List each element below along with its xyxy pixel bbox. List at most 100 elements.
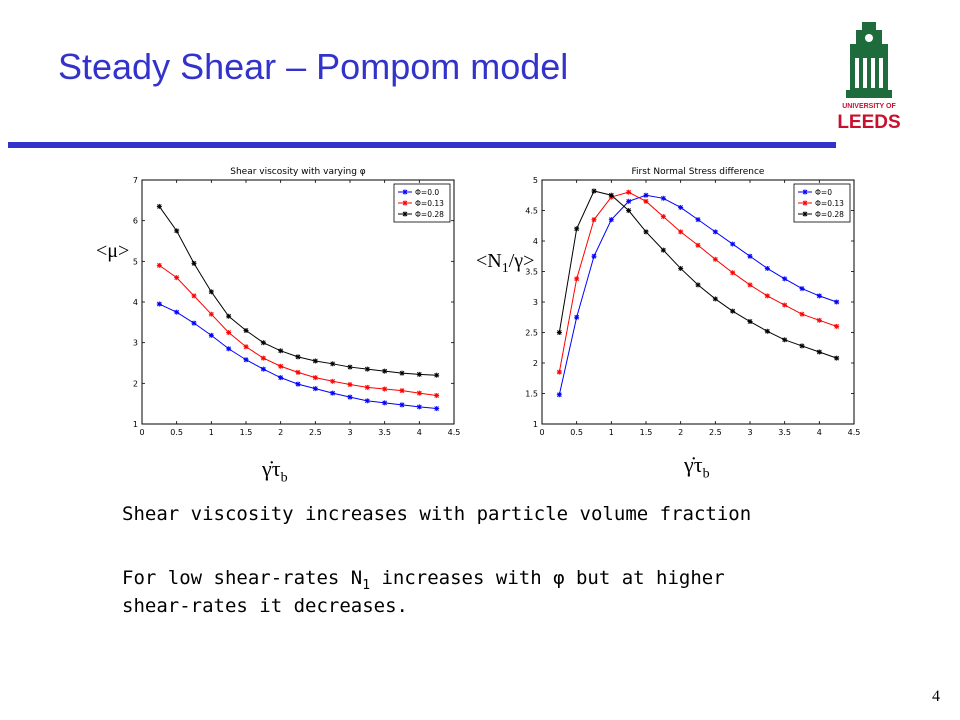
- marker-d2: [764, 293, 770, 299]
- data-point: [816, 293, 822, 299]
- data-point: [834, 355, 840, 361]
- marker-d2: [208, 332, 214, 338]
- university-logo: UNIVERSITY OF LEEDS: [838, 20, 900, 136]
- data-point: [243, 327, 249, 333]
- y-tick-label: 6: [133, 217, 138, 226]
- shear-viscosity-chart: Shear viscosity with varying φ 0 0.5 1 1.5 2 2…: [133, 167, 460, 437]
- marker-d2: [626, 189, 632, 195]
- marker-d2: [226, 313, 232, 319]
- marker-d2: [312, 375, 318, 380]
- marker-d2: [382, 400, 388, 406]
- marker-d2: [556, 330, 562, 335]
- marker-d2: [799, 311, 805, 317]
- marker-d2: [695, 217, 701, 223]
- data-point: [660, 195, 666, 201]
- data-point: [556, 330, 562, 335]
- marker-d2: [295, 354, 301, 360]
- marker-d2: [260, 355, 266, 361]
- marker-d2: [816, 293, 822, 299]
- x-tick-label: 0.5: [170, 428, 183, 437]
- marker-d2: [347, 364, 353, 370]
- marker-d2: [226, 330, 232, 335]
- data-point: [208, 289, 214, 295]
- data-point: [330, 390, 336, 396]
- data-point: [156, 203, 162, 209]
- data-point: [174, 309, 180, 315]
- data-point: [695, 217, 701, 223]
- marker-d2: [764, 266, 770, 271]
- y-tick-label: 3: [133, 339, 138, 348]
- n1-ylabel-main: <N: [476, 250, 502, 272]
- x-tick-label: 1: [609, 428, 614, 437]
- data-point: [347, 382, 353, 388]
- data-point: [312, 386, 318, 392]
- data-point: [382, 400, 388, 406]
- x-tick-label: 1: [209, 428, 214, 437]
- n1-ylabel-tail: /γ>: [508, 250, 535, 272]
- marker-d2: [434, 393, 440, 398]
- data-point: [434, 406, 440, 412]
- data-point: [799, 311, 805, 317]
- marker-d2: [347, 394, 353, 400]
- data-point: [747, 319, 753, 325]
- x-tick-label: 2: [278, 428, 283, 437]
- x-tick-label: 2.5: [709, 428, 722, 437]
- logo-university-text: UNIVERSITY OF: [842, 103, 896, 110]
- marker-d2: [260, 366, 266, 372]
- data-point: [243, 344, 249, 350]
- marker-d2: [243, 357, 249, 363]
- marker-d2: [191, 320, 197, 326]
- data-point: [399, 402, 405, 408]
- data-point: [747, 253, 753, 259]
- marker-d2: [660, 247, 666, 253]
- marker-d2: [816, 317, 822, 323]
- y-tick-label: 1: [533, 420, 538, 429]
- left-xlabel-sub: b: [280, 470, 288, 486]
- y-tick-label: 3: [533, 298, 538, 307]
- data-point: [416, 371, 422, 377]
- data-point: [834, 323, 840, 329]
- marker-d2: [678, 266, 684, 271]
- viscosity-ylabel: <μ>: [96, 240, 130, 262]
- data-point: [712, 229, 718, 235]
- marker-d2: [799, 286, 805, 291]
- marker-d2: [643, 192, 649, 198]
- data-point: [260, 355, 266, 361]
- marker-d2: [764, 328, 770, 334]
- x-tick-label: 3.5: [378, 428, 391, 437]
- marker-d2: [364, 366, 370, 372]
- data-point: [191, 260, 197, 266]
- data-point: [330, 361, 336, 367]
- data-point: [591, 253, 597, 259]
- marker-d2: [712, 296, 718, 302]
- x-tick-label: 0: [539, 428, 544, 437]
- x-tick-label: 3.5: [778, 428, 791, 437]
- marker-d2: [747, 253, 753, 259]
- data-point: [660, 214, 666, 220]
- y-tick-label: 2: [133, 379, 138, 388]
- x-tick-label: 4.5: [848, 428, 861, 437]
- marker-d2: [416, 372, 422, 377]
- marker-d2: [695, 242, 701, 248]
- marker-d2: [312, 358, 318, 364]
- body-line2-sub: 1: [362, 577, 371, 593]
- marker-d2: [156, 263, 162, 268]
- data-point: [799, 343, 805, 349]
- data-point: [591, 188, 597, 194]
- y-tick-label: 1.5: [525, 390, 538, 399]
- data-point: [295, 381, 301, 387]
- page-number: 4: [932, 688, 940, 705]
- data-point: [574, 276, 580, 282]
- right-xlabel-sub: b: [702, 466, 710, 482]
- y-tick-label: 2.5: [525, 329, 538, 338]
- marker-d2: [174, 228, 180, 234]
- marker-d2: [208, 311, 214, 317]
- body-text-line3: shear-rates it decreases.: [122, 595, 408, 617]
- marker-d2: [712, 256, 718, 262]
- body-line2-end: increases with φ but at higher: [370, 567, 725, 589]
- data-point: [678, 229, 684, 235]
- marker-d2: [434, 406, 440, 411]
- data-point: [608, 217, 614, 223]
- data-point: [208, 332, 214, 338]
- legend-label: Φ=0.28: [815, 210, 844, 219]
